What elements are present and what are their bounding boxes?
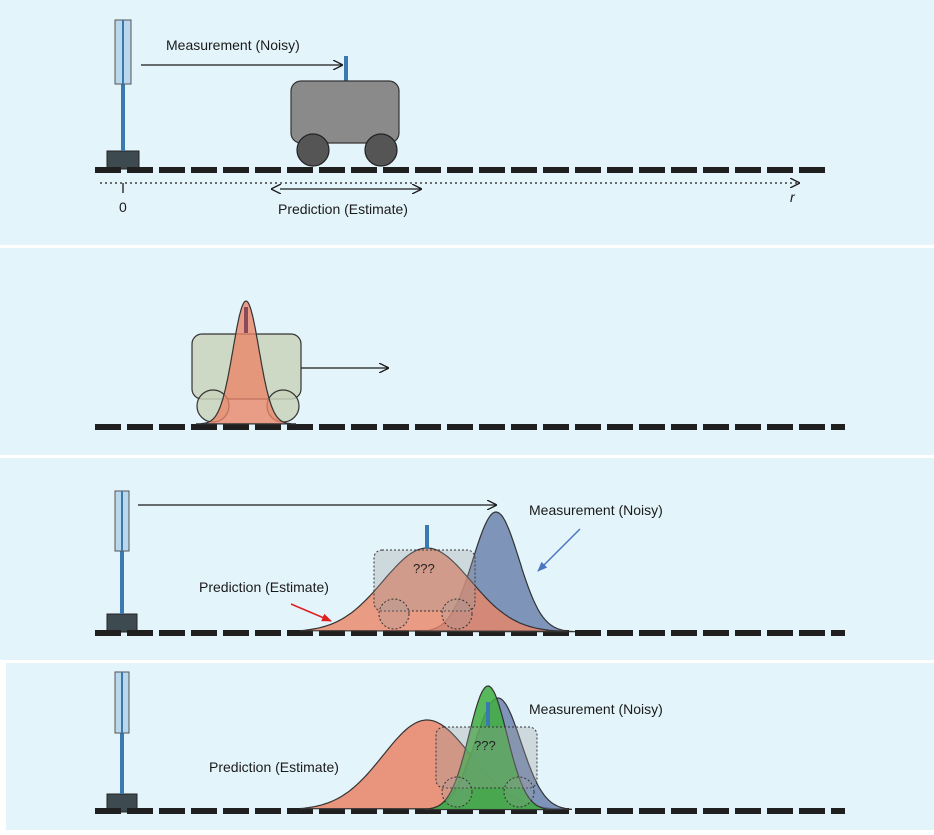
ghost-cart-wheel-left — [441, 776, 473, 808]
panel-2 — [95, 300, 845, 430]
panel-4 — [95, 671, 845, 814]
prediction-distribution — [299, 547, 566, 632]
ghost-cart-wheel-right — [503, 776, 535, 808]
measurement-pointer-arrow — [537, 528, 581, 572]
panel-3 — [95, 490, 845, 636]
ghost-cart-wheel-left — [378, 598, 410, 630]
panel-1-background — [0, 0, 934, 245]
cart-body — [290, 80, 400, 144]
unknown-position-label: ??? — [413, 561, 435, 576]
prediction-distribution — [196, 300, 296, 425]
fused-estimate-distribution — [424, 685, 553, 811]
cart-wheel-right — [364, 133, 398, 167]
measurement-label: Measurement (Noisy) — [529, 502, 663, 518]
prediction-pointer-arrow — [290, 603, 332, 622]
measurement-label: Measurement (Noisy) — [166, 37, 300, 53]
tower-base — [106, 613, 138, 633]
prediction-label: Prediction (Estimate) — [199, 579, 329, 595]
prediction-label: Prediction (Estimate) — [278, 201, 408, 217]
tower-base — [106, 150, 140, 170]
cart-wheel-left — [296, 133, 330, 167]
ghost-cart-body — [373, 549, 476, 612]
panel-2-background — [0, 248, 934, 455]
ghost-cart-body — [435, 726, 538, 789]
panel-1 — [95, 19, 830, 193]
ghost-cart-wheel-right — [441, 598, 473, 630]
origin-label: 0 — [119, 199, 127, 215]
unknown-position-label: ??? — [474, 738, 496, 753]
measurement-label: Measurement (Noisy) — [529, 701, 663, 717]
axis-label: r — [790, 189, 795, 205]
prediction-label: Prediction (Estimate) — [209, 759, 339, 775]
